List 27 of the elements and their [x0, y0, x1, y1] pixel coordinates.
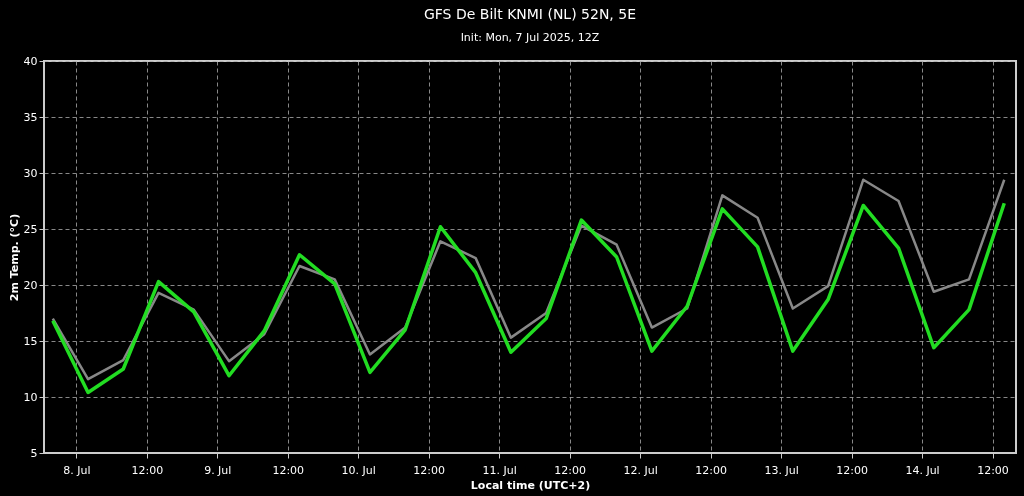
- x-tick-label: 10. Jul: [341, 463, 376, 477]
- y-tick-label: 30: [23, 166, 38, 180]
- x-tick-label: 8. Jul: [63, 463, 91, 477]
- x-tick-label: 12. Jul: [623, 463, 658, 477]
- x-axis-title: Local time (UTC+2): [470, 478, 591, 492]
- y-tick-label: 25: [23, 222, 38, 236]
- x-tick-label: 12:00: [272, 463, 305, 477]
- x-tick-label: 14. Jul: [905, 463, 940, 477]
- y-axis-title: 2m Temp. (°C): [7, 213, 21, 302]
- y-tick-label: 20: [23, 278, 38, 292]
- x-tick-label: 12:00: [695, 463, 727, 477]
- x-tick-label: 13. Jul: [764, 463, 799, 477]
- y-tick-label: 5: [30, 446, 38, 460]
- y-tick-label: 15: [23, 334, 38, 348]
- x-tick-label: 12:00: [836, 463, 868, 477]
- line-series: [51, 201, 1006, 395]
- x-tick-label: 9. Jul: [204, 463, 232, 477]
- x-tick-label: 12:00: [131, 463, 164, 477]
- y-tick-label: 40: [23, 54, 38, 68]
- x-tick-label: 11. Jul: [482, 463, 517, 477]
- x-tick-label: 12:00: [554, 463, 586, 477]
- x-tick-label: 12:00: [413, 463, 446, 477]
- chart-subtitle: Init: Mon, 7 Jul 2025, 12Z: [460, 31, 600, 44]
- x-tick-label: 12:00: [977, 463, 1009, 477]
- y-tick-label: 10: [23, 390, 38, 404]
- chart-title: GFS De Bilt KNMI (NL) 52N, 5E: [423, 6, 637, 22]
- y-tick-label: 35: [23, 110, 38, 124]
